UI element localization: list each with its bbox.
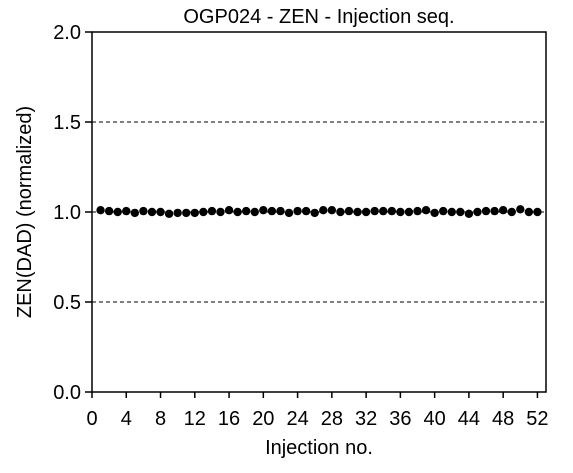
data-point	[130, 208, 140, 218]
data-point	[490, 206, 499, 216]
data-point	[481, 206, 491, 216]
data-point	[173, 208, 182, 218]
data-point	[224, 206, 234, 215]
data-point	[122, 206, 131, 216]
data-point	[182, 208, 191, 218]
x-tick-label: 40	[424, 408, 446, 430]
y-tick-label: 1.5	[53, 112, 81, 134]
data-point	[96, 206, 105, 215]
data-point	[319, 206, 328, 215]
y-axis-label: ZEN(DAD) (normalized)	[14, 106, 36, 318]
data-point	[396, 207, 405, 217]
data-point	[164, 209, 174, 218]
data-point	[156, 207, 165, 217]
y-tick-label: 0.5	[53, 292, 81, 314]
data-point	[233, 207, 242, 217]
data-point	[199, 207, 208, 217]
x-tick-label: 8	[155, 408, 166, 430]
data-point	[293, 206, 302, 216]
x-tick-label: 36	[389, 408, 411, 430]
x-tick-label: 32	[355, 408, 377, 430]
data-point	[147, 207, 157, 217]
x-tick-label: 52	[526, 408, 548, 430]
y-axis: 0.0 0.5 1.0 1.5 2.0	[53, 22, 92, 404]
data-point	[507, 207, 516, 217]
data-point	[456, 207, 465, 217]
data-point	[421, 206, 431, 215]
data-point	[344, 206, 354, 216]
data-point	[139, 206, 148, 216]
y-tick-label: 2.0	[53, 22, 81, 44]
data-point	[524, 207, 534, 217]
data-points	[96, 205, 542, 218]
data-point	[327, 206, 337, 215]
data-point	[336, 207, 345, 217]
x-tick-label: 4	[121, 408, 132, 430]
data-point	[113, 207, 122, 217]
data-point	[370, 206, 379, 216]
data-point	[301, 206, 311, 216]
data-point	[190, 208, 199, 218]
data-point	[241, 206, 251, 216]
data-point	[104, 206, 114, 216]
data-point	[533, 207, 542, 217]
data-point	[439, 206, 448, 216]
x-tick-label: 48	[492, 408, 514, 430]
x-tick-label: 44	[458, 408, 480, 430]
data-point	[353, 207, 362, 217]
x-tick-label: 20	[252, 408, 274, 430]
x-tick-label: 24	[286, 408, 308, 430]
data-point	[516, 205, 525, 214]
chart-title: OGP024 - ZEN - Injection seq.	[183, 6, 454, 28]
y-tick-label: 1.0	[53, 202, 81, 224]
y-tick-label: 0.0	[53, 382, 81, 404]
x-tick-label: 0	[86, 408, 97, 430]
data-point	[276, 206, 285, 216]
x-axis-label: Injection no.	[265, 437, 373, 459]
data-point	[284, 208, 294, 218]
data-point	[216, 207, 225, 217]
x-tick-label: 12	[184, 408, 206, 430]
data-point	[379, 206, 388, 216]
data-point	[267, 206, 277, 216]
x-tick-label: 28	[321, 408, 343, 430]
data-point	[250, 207, 259, 217]
data-point	[447, 207, 456, 217]
data-point	[259, 206, 268, 215]
data-point	[207, 206, 217, 216]
x-axis: 0 4 8 12 16 20 24 28 32 36 40 44 48 52	[86, 392, 549, 430]
data-point	[387, 206, 397, 216]
data-point	[464, 209, 474, 218]
data-point	[430, 208, 439, 218]
data-point	[473, 207, 482, 217]
data-point	[361, 207, 371, 217]
data-point	[498, 206, 508, 215]
data-point	[413, 206, 422, 216]
x-tick-label: 16	[218, 408, 240, 430]
data-point	[310, 208, 319, 218]
data-point	[404, 207, 414, 217]
